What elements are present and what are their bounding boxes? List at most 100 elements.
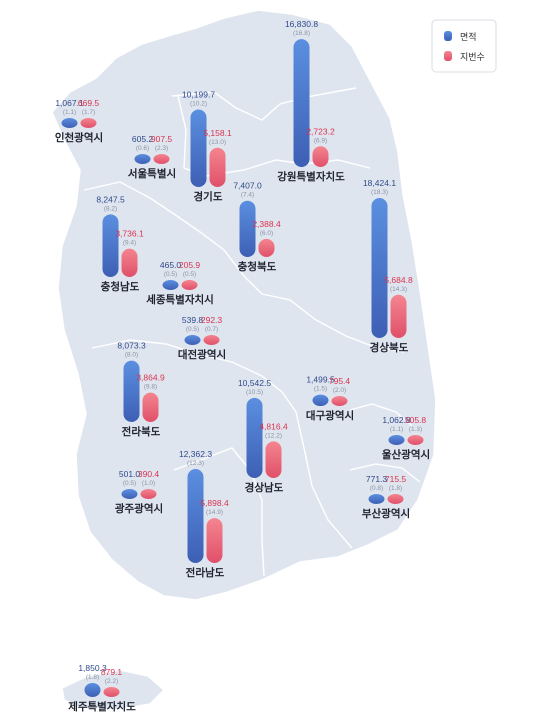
land-bar (331, 396, 348, 406)
area-value-label: 10,199.7 (182, 89, 215, 99)
region-group: 18,424.1(18.3) 5,684.8(14.3) 경상북도 (363, 178, 413, 354)
region-group: 605.2(0.6)907.5(2.3) 서울특별시 (128, 134, 176, 180)
region-name-label: 서울특별시 (128, 167, 176, 180)
area-percent-label: (0.5) (186, 326, 199, 333)
region-name-label: 경기도 (194, 190, 223, 203)
legend: 면적 지번수 (431, 19, 497, 73)
area-bar (239, 200, 256, 257)
area-percent-label: (0.6) (136, 145, 149, 152)
land-percent-label: (9.4) (123, 240, 136, 247)
land-percent-label: (9.8) (144, 384, 157, 391)
land-value-label: 3,736.1 (115, 229, 144, 239)
land-value-label: 5,898.4 (200, 498, 229, 508)
land-percent-label: (2.3) (155, 145, 168, 152)
area-percent-label: (12.3) (187, 460, 204, 467)
korea-map (51, 9, 437, 711)
land-value-label: 3,864.9 (136, 373, 165, 383)
area-value-label: 18,424.1 (363, 178, 396, 188)
region-group: 1,499.5(1.5)795.4(2.0) 대구광역시 (306, 375, 354, 422)
area-percent-label: (1.1) (63, 109, 76, 116)
area-value-label: 10,542.5 (238, 378, 271, 388)
land-bar (203, 335, 220, 345)
land-value-label: 2,388.4 (252, 219, 281, 229)
region-name-label: 부산광역시 (362, 507, 410, 520)
area-value-label: 771.3 (366, 474, 388, 484)
legend-label-area: 면적 (460, 31, 477, 42)
area-bar (162, 280, 179, 290)
region-group: 7,407.0(7.4) 2,388.4(6.0) 충청북도 (233, 181, 281, 273)
area-percent-label: (10.2) (190, 100, 207, 107)
land-value-label: 907.5 (151, 134, 173, 144)
land-bar (390, 294, 407, 338)
area-value-label: 539.8 (182, 315, 204, 325)
region-name-label: 울산광역시 (382, 448, 430, 461)
region-name-label: 경상남도 (245, 481, 284, 494)
land-value-label: 795.4 (329, 376, 351, 386)
region-group: 501.0(0.5)390.4(1.0) 광주광역시 (115, 469, 163, 515)
land-percent-label: (14.9) (206, 509, 223, 516)
land-percent-label: (2.0) (333, 387, 346, 394)
region-group: 771.3(0.8)715.5(1.8) 부산광역시 (362, 474, 410, 520)
region-name-label: 충청남도 (101, 280, 140, 293)
land-percent-label: (14.3) (390, 286, 407, 293)
region-name-label: 제주특별자치도 (68, 700, 136, 713)
watermark: 비씨엔뉴스24 www.bcnnews24.kr (196, 652, 345, 692)
land-bar (181, 280, 198, 290)
area-bar (134, 154, 151, 164)
province-borders (83, 87, 421, 577)
area-percent-label: (1.8) (86, 674, 99, 681)
area-percent-label: (16.8) (293, 30, 310, 37)
land-bar (407, 435, 424, 445)
land-bar (153, 154, 170, 164)
land-bar (142, 392, 159, 422)
region-groups: 1,067.1(1.1)669.5(1.7)인천광역시 605.2(0.6)907… (55, 19, 430, 713)
land-bar (387, 494, 404, 504)
region-name-label: 강원특별자치도 (277, 170, 345, 183)
land-percent-label: (0.5) (183, 271, 196, 278)
land-percent-label: (13.0) (209, 139, 226, 146)
area-bar (368, 494, 385, 504)
area-bar (84, 682, 101, 697)
land-value-label: 2,723.2 (306, 126, 335, 136)
region-name-label: 전라남도 (186, 566, 225, 579)
area-bar (121, 489, 138, 499)
land-percent-label: (1.7) (82, 109, 95, 116)
watermark-sub: www.bcnnews24.kr (249, 683, 319, 692)
land-bar (312, 146, 329, 167)
area-bar (123, 360, 140, 422)
area-percent-label: (1.1) (390, 426, 403, 433)
area-value-label: 16,830.8 (285, 19, 318, 29)
area-value-label: 605.2 (132, 134, 154, 144)
area-value-label: 1,850.3 (78, 663, 107, 673)
land-value-label: 205.9 (179, 260, 201, 270)
area-value-label: 1,499.5 (306, 375, 335, 385)
area-value-label: 501.0 (119, 469, 141, 479)
land-percent-label: (1.0) (142, 480, 155, 487)
land-bar (80, 118, 97, 128)
area-bar (371, 198, 388, 338)
region-group: 10,199.7(10.2) 5,158.1(13.0) 경기도 (182, 89, 232, 203)
land-value-label: 669.5 (78, 98, 100, 108)
area-percent-label: (1.5) (314, 386, 327, 393)
area-bar (184, 335, 201, 345)
legend-swatch-area (444, 31, 452, 41)
region-name-label: 경상북도 (370, 341, 409, 354)
land-bar (258, 238, 275, 257)
area-bar (102, 214, 119, 277)
land-bar (103, 687, 120, 697)
area-percent-label: (0.8) (370, 485, 383, 492)
region-name-label: 세종특별자치시 (146, 293, 214, 306)
region-group: 8,247.5(8.2) 3,736.1(9.4) 충청남도 (96, 194, 144, 293)
region-group: 539.8(0.5)292.3(0.7) 대전광역시 (178, 315, 226, 361)
region-group: 465.0(0.5)205.9(0.5) 세종특별자치시 (146, 260, 214, 306)
region-name-label: 대전광역시 (178, 348, 226, 361)
land-percent-label: (6.0) (260, 230, 273, 237)
region-group: 1,850.3(1.8)879.1(2.2) 제주특별자치도 (68, 663, 136, 713)
land-bar (265, 441, 282, 478)
area-percent-label: (0.5) (123, 480, 136, 487)
legend-label-land: 지번수 (460, 52, 485, 62)
legend-frame (431, 19, 497, 73)
region-name-label: 대구광역시 (306, 409, 354, 422)
area-value-label: 7,407.0 (233, 181, 262, 191)
